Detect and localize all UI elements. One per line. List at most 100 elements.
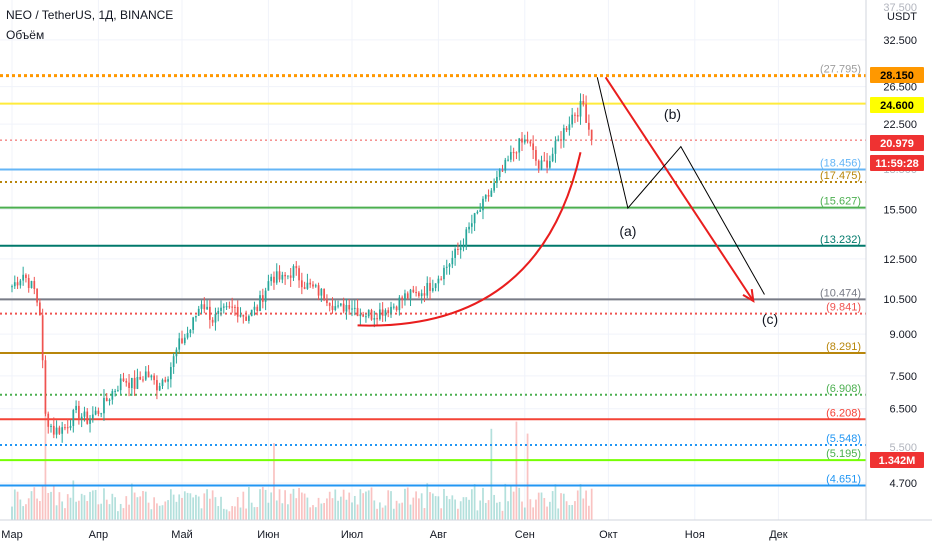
volume-bar bbox=[78, 500, 80, 520]
candle-body bbox=[588, 122, 590, 130]
volume-bar bbox=[387, 490, 390, 520]
volume-bar bbox=[209, 498, 211, 520]
volume-bar bbox=[334, 489, 337, 520]
volume-bar bbox=[220, 496, 222, 520]
candle-body bbox=[328, 303, 331, 306]
candle-body bbox=[454, 248, 456, 258]
candle-body bbox=[245, 316, 247, 321]
x-tick-label: Ноя bbox=[685, 529, 705, 541]
candle-body bbox=[275, 271, 278, 283]
volume-bar bbox=[415, 491, 417, 520]
volume-bar bbox=[136, 497, 139, 520]
volume-bar bbox=[512, 491, 515, 520]
candle-body bbox=[487, 195, 490, 197]
price-tag-label: 1.342M bbox=[879, 455, 916, 467]
candle-body bbox=[518, 138, 521, 153]
volume-bar bbox=[306, 497, 309, 520]
volume-bar bbox=[323, 502, 325, 520]
candle-body bbox=[462, 245, 465, 248]
volume-bar bbox=[169, 489, 172, 520]
candle-body bbox=[576, 115, 579, 117]
volume-bar bbox=[498, 501, 501, 520]
volume-bar bbox=[117, 511, 119, 520]
volume-bar bbox=[267, 502, 270, 520]
volume-bar bbox=[259, 489, 261, 520]
volume-bar bbox=[353, 495, 356, 520]
chart-title: NEO / TetherUS, 1Д, BINANCE bbox=[6, 8, 174, 22]
candle-body bbox=[384, 310, 387, 316]
candle-body bbox=[83, 411, 86, 417]
candle-body bbox=[323, 288, 325, 300]
price-tag-label: 11:59:28 bbox=[875, 158, 918, 170]
candle-body bbox=[476, 211, 479, 214]
candle-body bbox=[211, 319, 214, 323]
candle-body bbox=[560, 139, 562, 141]
volume-bar bbox=[139, 496, 142, 520]
volume-bar bbox=[91, 490, 94, 520]
wave-label: (c) bbox=[762, 311, 778, 327]
candle-body bbox=[122, 378, 125, 382]
volume-bar bbox=[114, 497, 116, 520]
candle-body bbox=[585, 104, 587, 123]
candle-body bbox=[365, 316, 367, 318]
volume-bar bbox=[234, 506, 236, 520]
volume-bar bbox=[156, 503, 158, 520]
volume-bar bbox=[150, 509, 153, 520]
volume-bar bbox=[588, 505, 590, 520]
candle-body bbox=[128, 382, 130, 388]
candle-body bbox=[571, 114, 574, 125]
candle-body bbox=[565, 128, 568, 130]
candle-body bbox=[94, 410, 97, 415]
candle-body bbox=[579, 100, 582, 117]
candle-body bbox=[351, 308, 353, 310]
volume-bar bbox=[195, 494, 197, 520]
level-label: (8.291) bbox=[826, 341, 861, 353]
volume-bar bbox=[401, 502, 404, 520]
volume-bar bbox=[390, 491, 392, 520]
candle-body bbox=[36, 289, 38, 303]
volume-bar bbox=[562, 493, 565, 520]
candle-body bbox=[470, 223, 473, 227]
candle-body bbox=[292, 266, 295, 278]
volume-bar bbox=[398, 503, 401, 520]
candle-body bbox=[22, 274, 25, 281]
candle-body bbox=[431, 288, 434, 291]
volume-bar bbox=[409, 504, 412, 520]
candle-body bbox=[250, 309, 253, 317]
candle-body bbox=[362, 314, 365, 317]
volume-bar bbox=[44, 410, 47, 520]
x-tick-label: Мар bbox=[1, 529, 23, 541]
level-label: (4.651) bbox=[826, 473, 861, 485]
volume-bar bbox=[228, 511, 231, 520]
candle-body bbox=[317, 285, 320, 296]
volume-bar bbox=[245, 508, 247, 520]
candle-body bbox=[423, 293, 426, 296]
candle-body bbox=[312, 284, 314, 287]
volume-bar bbox=[264, 489, 267, 520]
candle-body bbox=[353, 307, 356, 309]
volume-bar bbox=[175, 501, 178, 520]
candle-body bbox=[437, 278, 440, 284]
candle-body bbox=[379, 309, 381, 320]
candle-body bbox=[490, 190, 493, 197]
volume-bar bbox=[521, 501, 523, 520]
candle-body bbox=[526, 139, 529, 142]
candle-body bbox=[482, 198, 484, 211]
candle-body bbox=[183, 337, 186, 344]
price-tag-label: 24.600 bbox=[880, 100, 914, 112]
volume-bar bbox=[111, 493, 114, 520]
candle-body bbox=[75, 405, 77, 411]
volume-bar bbox=[72, 480, 75, 520]
x-tick-label: Июн bbox=[257, 529, 279, 541]
volume-bars bbox=[11, 410, 593, 520]
candle-body bbox=[66, 427, 69, 429]
volume-bar bbox=[178, 494, 181, 520]
y-tick-label: 4.700 bbox=[889, 478, 917, 490]
volume-bar bbox=[128, 504, 130, 520]
volume-bar bbox=[376, 508, 378, 520]
candle-body bbox=[16, 282, 19, 286]
candle-body bbox=[326, 299, 328, 304]
y-tick-label: 6.500 bbox=[889, 404, 917, 416]
